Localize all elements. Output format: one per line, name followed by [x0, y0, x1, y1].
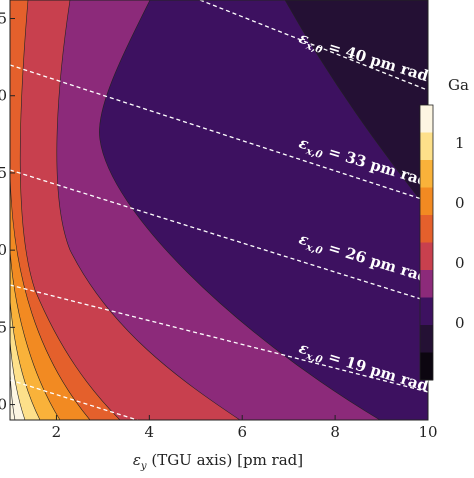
- x-label-subscript: y: [140, 461, 147, 472]
- contour-line: [19, 0, 121, 420]
- colorbar-label: 0: [455, 194, 465, 212]
- y-tick-label: 5: [0, 10, 7, 28]
- dashed-line: [10, 64, 428, 202]
- annotation-subscript: x,0: [304, 146, 324, 162]
- colorbar-swatch: [420, 270, 433, 298]
- contour-region: [10, 0, 120, 420]
- contour-line: [10, 339, 26, 420]
- colorbar-swatch: [420, 297, 433, 326]
- colorbar-label: 1: [455, 134, 465, 152]
- colorbar-swatch: [420, 132, 433, 161]
- colorbar-label: 0: [455, 254, 465, 272]
- annotation-subscript: x,0: [304, 351, 324, 367]
- annotation-subscript: x,0: [304, 41, 324, 57]
- contour-line: [99, 0, 381, 420]
- colorbar-swatch: [420, 215, 433, 243]
- x-tick-label: 4: [145, 423, 155, 441]
- x-tick-label: 10: [418, 423, 437, 441]
- dashed-line: [10, 169, 428, 302]
- x-label-text: (TGU axis) [pm rad]: [147, 451, 304, 469]
- colorbar-swatch: [420, 352, 433, 381]
- y-tick-label: 5: [0, 164, 7, 182]
- y-tick-label: 5: [0, 318, 7, 336]
- y-tick-label: 0: [0, 87, 7, 105]
- colorbar-swatch: [420, 160, 433, 188]
- colorbar-swatch: [420, 105, 433, 133]
- colorbar-label: 0: [455, 314, 465, 332]
- annotation-subscript: x,0: [304, 242, 324, 258]
- x-axis-label: εy (TGU axis) [pm rad]: [133, 451, 303, 472]
- colorbar-frame: [419, 104, 434, 381]
- contour-line: [10, 169, 91, 420]
- reference-lines: [10, 0, 428, 420]
- contour-line: [56, 0, 241, 420]
- contour-line: [10, 299, 41, 420]
- colorbar-swatch: [420, 325, 433, 353]
- colorbar-swatch: [420, 187, 433, 216]
- x-tick-label: 8: [330, 423, 340, 441]
- colorbar-title: Ga: [448, 76, 469, 94]
- dashed-line: [10, 379, 140, 420]
- dashed-line: [10, 284, 428, 393]
- contour-line: [284, 0, 428, 211]
- colorbar-swatch: [420, 242, 433, 271]
- y-tick-label: 0: [0, 396, 7, 414]
- y-tick-label: 0: [0, 241, 7, 259]
- contour-region: [10, 0, 90, 420]
- contour-line: [10, 249, 61, 420]
- x-tick-label: 6: [237, 423, 247, 441]
- dashed-line: [199, 0, 428, 91]
- contour-regions: [10, 0, 428, 420]
- contour-region: [10, 0, 25, 420]
- x-tick-label: 2: [52, 423, 62, 441]
- x-label-symbol: ε: [133, 451, 141, 469]
- contour-region: [10, 0, 240, 420]
